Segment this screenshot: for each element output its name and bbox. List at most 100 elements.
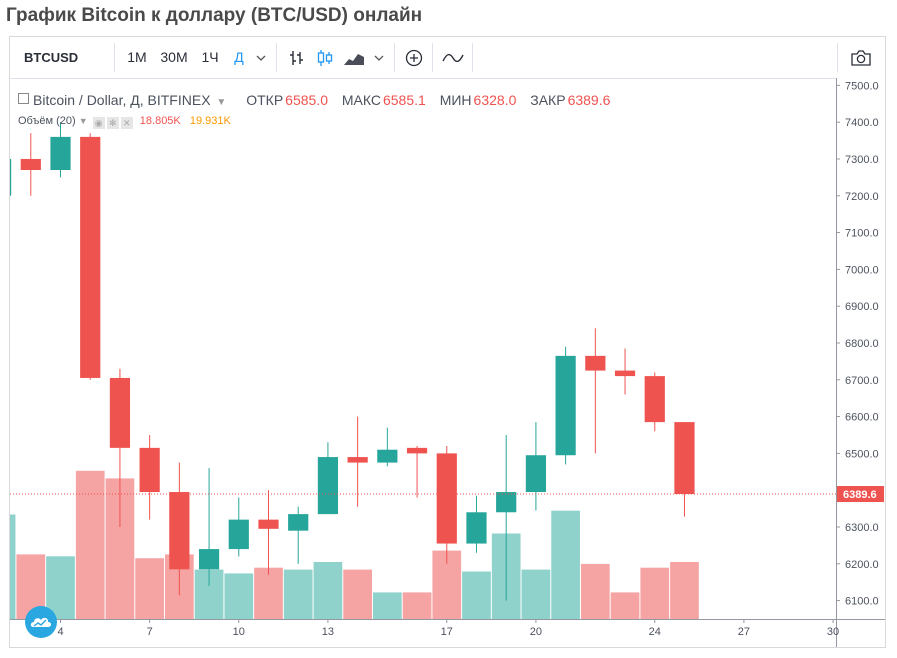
time-tick-label: 13 bbox=[322, 626, 334, 638]
last-price-badge bbox=[837, 486, 884, 503]
volume-value: 18.805K bbox=[139, 115, 181, 127]
candle-body bbox=[169, 492, 190, 570]
price-axis[interactable] bbox=[836, 78, 885, 647]
price-tick-label: 7500.0 bbox=[845, 80, 879, 92]
volume-bar bbox=[10, 514, 16, 619]
close-label: ЗАКР bbox=[530, 92, 566, 108]
gear-icon[interactable]: ✻ bbox=[106, 117, 119, 129]
time-tick-label: 17 bbox=[441, 626, 453, 638]
volume-bar bbox=[580, 563, 610, 619]
candle-body bbox=[466, 512, 487, 544]
price-tick-label: 7200.0 bbox=[845, 191, 879, 203]
volume-label: Объём (20) bbox=[18, 115, 76, 127]
time-tick-label: 10 bbox=[233, 626, 245, 638]
toolbar-separator bbox=[472, 43, 473, 72]
close-value: 6389.6 bbox=[567, 92, 611, 108]
compare-icon bbox=[442, 53, 464, 62]
candle-body bbox=[436, 453, 457, 544]
bar-style-icon bbox=[290, 50, 303, 65]
candle-body bbox=[198, 549, 220, 570]
price-legend: Bitcoin / Dollar, Д, BITFINEX ▼ ОТКР 6585… bbox=[18, 92, 620, 108]
volume-bar bbox=[283, 569, 313, 619]
page-title: График Bitcoin к доллару (BTC/USD) онлай… bbox=[6, 5, 423, 26]
candle-body bbox=[525, 455, 547, 493]
candle-body bbox=[228, 519, 249, 550]
interval-1h-button[interactable]: 1Ч bbox=[201, 49, 219, 65]
toolbar-separator bbox=[837, 43, 838, 72]
add-indicator-button[interactable] bbox=[398, 37, 430, 78]
symbol-search-button[interactable]: BTCUSD bbox=[24, 50, 79, 65]
open-label: ОТКР bbox=[246, 92, 284, 108]
volume-bar bbox=[372, 592, 402, 619]
tradingview-logo[interactable] bbox=[25, 606, 57, 638]
candle-body bbox=[377, 449, 398, 463]
candle-body bbox=[139, 447, 160, 493]
cloud-icon bbox=[30, 617, 51, 627]
interval-30m-button[interactable]: 30М bbox=[160, 49, 188, 65]
candle-body bbox=[644, 376, 665, 423]
candle-body bbox=[50, 136, 71, 171]
volume-bar bbox=[551, 510, 580, 619]
candle-body bbox=[585, 355, 606, 371]
interval-dropdown-button[interactable] bbox=[252, 37, 270, 78]
candle-body bbox=[80, 136, 101, 378]
candle-body bbox=[20, 158, 41, 171]
collapse-legend-icon[interactable] bbox=[18, 93, 29, 104]
chevron-down-icon[interactable]: ▼ bbox=[216, 97, 227, 108]
chevron-down-icon[interactable]: ▼ bbox=[78, 116, 88, 126]
chart-style-dropdown-button[interactable] bbox=[370, 37, 388, 78]
toolbar-separator bbox=[114, 43, 115, 72]
toolbar: BTCUSD 1М 30М 1Ч Д bbox=[10, 37, 885, 79]
candle-body bbox=[288, 514, 309, 531]
volume-bar bbox=[521, 569, 551, 619]
compare-button[interactable] bbox=[436, 37, 470, 78]
bar-style-button[interactable] bbox=[284, 37, 310, 78]
interval-day-button[interactable]: Д bbox=[234, 49, 244, 65]
toolbar-separator bbox=[394, 43, 395, 72]
candle-body bbox=[614, 370, 636, 377]
eye-icon[interactable]: ◉ bbox=[92, 117, 105, 129]
volume-bar bbox=[462, 571, 491, 619]
close-icon[interactable]: ✕ bbox=[120, 117, 133, 129]
interval-1m-button[interactable]: 1М bbox=[127, 49, 147, 65]
volume-bar bbox=[254, 567, 283, 619]
candle-style-button[interactable] bbox=[312, 37, 338, 78]
price-tick-label: 6200.0 bbox=[845, 559, 879, 571]
time-tick-label: 27 bbox=[738, 626, 750, 638]
candle-body bbox=[109, 377, 131, 448]
price-tick-label: 6300.0 bbox=[845, 522, 879, 534]
high-label: МАКС bbox=[341, 92, 381, 108]
volume-bar bbox=[670, 562, 699, 619]
volume-bar bbox=[313, 562, 343, 619]
toolbar-separator bbox=[432, 43, 433, 72]
time-tick-label: 4 bbox=[57, 626, 63, 638]
price-tick-label: 6800.0 bbox=[845, 338, 879, 350]
series-title: Bitcoin / Dollar, Д, BITFINEX bbox=[33, 92, 211, 108]
candle-body bbox=[10, 158, 12, 196]
time-tick-label: 24 bbox=[649, 626, 661, 638]
open-value: 6585.0 bbox=[285, 92, 328, 108]
screenshot-button[interactable] bbox=[842, 37, 880, 78]
low-value: 6328.0 bbox=[473, 92, 517, 108]
volume-ma-value: 19.931K bbox=[189, 115, 231, 127]
last-price-label: 6389.6 bbox=[843, 489, 877, 501]
volume-bar bbox=[224, 573, 254, 619]
add-indicator-icon bbox=[405, 49, 423, 66]
area-style-button[interactable] bbox=[340, 37, 368, 78]
volume-bar bbox=[343, 569, 372, 619]
price-tick-label: 6900.0 bbox=[845, 301, 879, 313]
chevron-down-icon bbox=[256, 55, 266, 61]
candlestick-chart[interactable]: 6100.06200.06300.06400.06500.06600.06700… bbox=[10, 78, 885, 647]
candle-body bbox=[496, 492, 517, 513]
candle-body bbox=[258, 519, 279, 529]
chart-widget: BTCUSD 1М 30М 1Ч Д bbox=[9, 36, 886, 648]
candle-body bbox=[406, 447, 428, 454]
area-style-icon bbox=[344, 53, 364, 65]
price-tick-label: 7000.0 bbox=[845, 264, 879, 276]
chevron-down-icon bbox=[374, 55, 384, 61]
volume-bar bbox=[402, 592, 432, 619]
time-tick-label: 20 bbox=[530, 626, 542, 638]
candle-body bbox=[555, 355, 576, 456]
volume-legend: Объём (20) ▼ ◉ ✻ ✕ 18.805K 19.931K bbox=[18, 115, 231, 129]
volume-bar bbox=[640, 567, 670, 619]
